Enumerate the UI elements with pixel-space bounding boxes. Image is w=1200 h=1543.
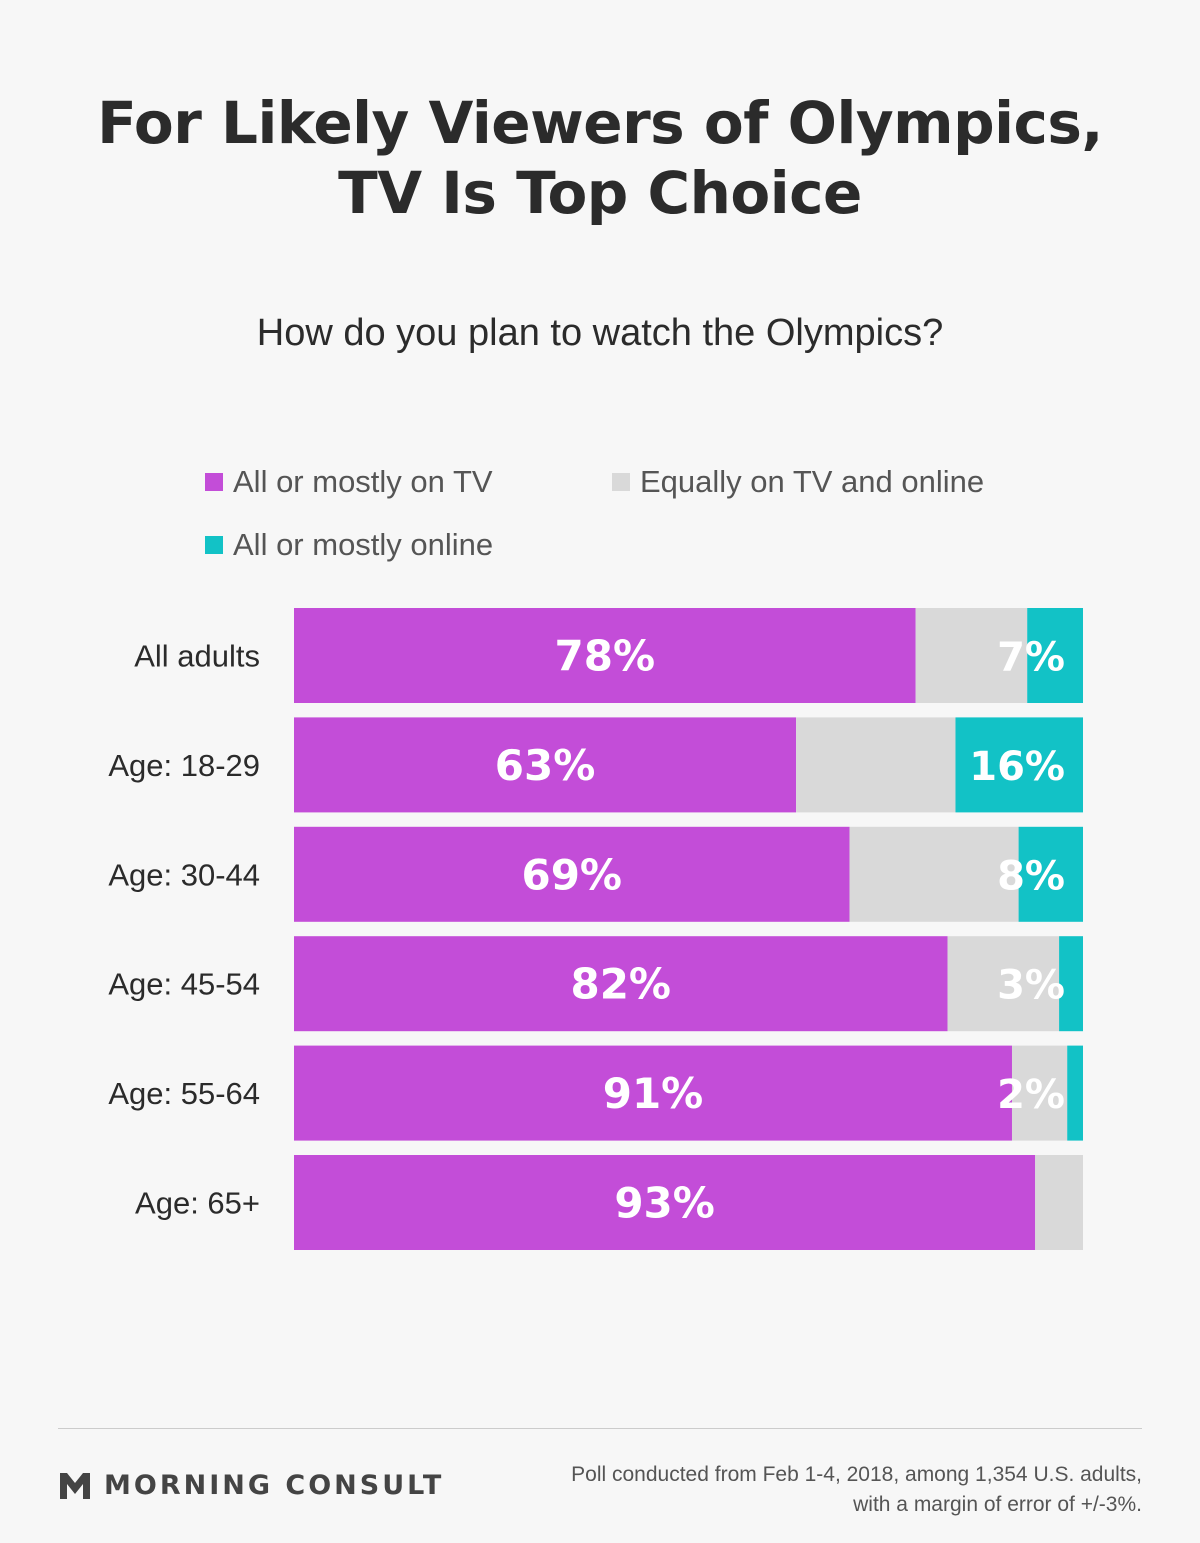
chart-title: For Likely Viewers of Olympics, TV Is To…	[0, 88, 1200, 228]
legend-swatch-equal	[612, 473, 630, 491]
bar-equal	[849, 826, 1019, 922]
morning-consult-m-icon	[60, 1472, 90, 1499]
data-label-tv: 93%	[614, 1179, 715, 1228]
bar-tv	[294, 1155, 1036, 1250]
bar-online	[1059, 936, 1083, 1032]
category-label: Age: 55-64	[108, 1076, 260, 1111]
legend-swatch-online	[205, 536, 223, 554]
legend-item-equal: Equally on TV and online	[612, 464, 984, 500]
bar-equal	[1035, 1155, 1083, 1250]
data-label-tv: 91%	[603, 1069, 704, 1118]
bar-equal	[947, 936, 1060, 1032]
data-label-tv: 63%	[495, 741, 596, 790]
legend-swatch-tv	[205, 473, 223, 491]
methodology-note-line-2: with a margin of error of +/-3%.	[853, 1493, 1142, 1516]
legend-label-equal: Equally on TV and online	[640, 464, 985, 499]
data-label-tv: 78%	[555, 632, 656, 681]
legend-item-online: All or mostly online	[205, 527, 493, 563]
bar-equal	[796, 717, 956, 813]
bar-tv	[294, 826, 850, 922]
data-label-online: 8%	[997, 853, 1065, 899]
chart-question: How do you plan to watch the Olympics?	[256, 312, 944, 354]
data-label-tv: 69%	[521, 850, 622, 899]
bar-tv	[294, 1045, 1012, 1141]
methodology-note: Poll conducted from Feb 1-4, 2018, among…	[571, 1460, 1142, 1520]
legend-item-tv: All or mostly on TV	[205, 464, 493, 500]
legend-label-tv: All or mostly on TV	[233, 464, 493, 499]
bar-equal	[915, 608, 1028, 703]
data-label-tv: 82%	[570, 960, 671, 1009]
chart-title-line-2: TV Is Top Choice	[338, 159, 862, 227]
brand-logo: MORNING CONSULT	[60, 1470, 444, 1501]
stacked-bar-chart: All adults 78% 7% Age: 18-29 63% 16% Age: 30-4…	[108, 608, 1083, 1250]
bar-online	[1067, 1045, 1083, 1141]
bar-tv	[294, 717, 797, 813]
methodology-note-line-1: Poll conducted from Feb 1-4, 2018, among…	[571, 1463, 1142, 1486]
category-label: Age: 45-54	[108, 967, 260, 1002]
data-label-online: 2%	[997, 1072, 1065, 1118]
category-label: Age: 18-29	[108, 748, 260, 783]
data-label-online: 16%	[969, 744, 1065, 790]
category-label: Age: 65+	[135, 1186, 260, 1221]
data-label-online: 7%	[997, 635, 1065, 681]
brand-name: MORNING CONSULT	[104, 1470, 445, 1501]
bar-tv	[294, 608, 916, 703]
data-label-online: 3%	[997, 963, 1065, 1009]
legend-label-online: All or mostly online	[233, 527, 494, 562]
chart-title-line-1: For Likely Viewers of Olympics,	[97, 89, 1103, 157]
bar-online	[955, 717, 1083, 813]
bar-online	[1018, 826, 1083, 922]
bar-equal	[1011, 1045, 1068, 1141]
footer-divider	[58, 1428, 1142, 1429]
bar-tv	[294, 936, 948, 1032]
bar-online	[1027, 608, 1083, 703]
category-label: All adults	[134, 639, 260, 674]
category-label: Age: 30-44	[108, 857, 260, 892]
